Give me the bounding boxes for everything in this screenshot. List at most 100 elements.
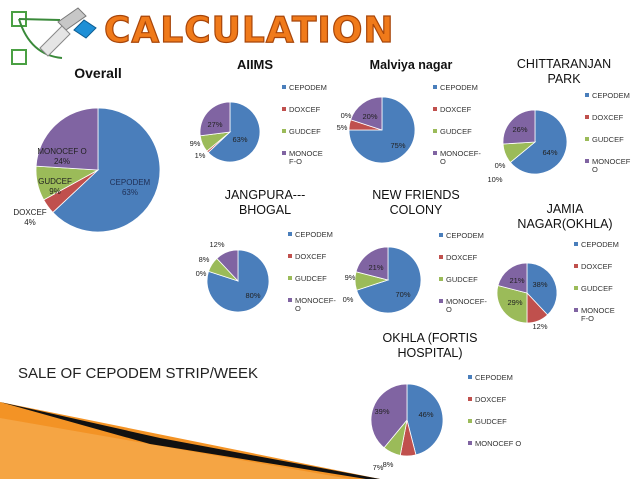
legend-swatch — [574, 264, 578, 268]
pie-chart-malviya: Malviya nagar 75% 5% 0% 20% CEPODEM DOXCEF GUDC… — [337, 58, 482, 166]
legend-entry: CEPODEM — [592, 91, 630, 100]
data-label: 9% — [190, 139, 201, 148]
chart-legend: CEPODEM DOXCEF GUDCEF MONOCEF O — [585, 91, 631, 174]
legend-swatch — [433, 107, 437, 111]
data-label: 46% — [418, 410, 433, 419]
legend-swatch — [433, 129, 437, 133]
data-label: 5% — [337, 123, 348, 132]
chart-title: NEW FRIENDS COLONY — [372, 188, 460, 217]
legend-entry: GUDCEF — [440, 127, 472, 136]
pie-slice-monocef-o — [370, 383, 408, 449]
pie-slice-monocef-o — [355, 246, 389, 281]
legend-entry: GUDCEF — [446, 275, 478, 284]
legend-entry: DOXCEF — [475, 395, 507, 404]
legend-swatch — [468, 419, 472, 423]
legend-swatch — [433, 151, 437, 155]
legend-entry: DOXCEF — [592, 113, 624, 122]
legend-swatch — [468, 397, 472, 401]
legend-entry: MONOCEF-O — [295, 296, 336, 313]
chart-title: JANGPURA---BHOGAL — [225, 188, 306, 217]
chart-title: Overall — [74, 65, 121, 81]
data-label: 38% — [532, 280, 547, 289]
legend-entry: GUDCEF — [592, 135, 624, 144]
data-label: CEPODEM 63% — [110, 178, 151, 197]
legend-swatch — [433, 85, 437, 89]
legend-entry: CEPODEM — [289, 83, 327, 92]
legend-entry: GUDCEF — [581, 284, 613, 293]
data-label: 0% — [341, 111, 352, 120]
legend-entry: DOXCEF — [440, 105, 472, 114]
data-label: 7% — [373, 463, 384, 472]
data-label: GUDCEF 9% — [38, 177, 72, 196]
chart-legend: CEPODEM DOXCEF GUDCEF MONOCEF-O — [288, 230, 336, 313]
legend-entry: DOXCEF — [446, 253, 478, 262]
data-label: 75% — [390, 141, 405, 150]
data-label: 21% — [509, 276, 524, 285]
legend-swatch — [574, 242, 578, 246]
legend-entry: GUDCEF — [475, 417, 507, 426]
legend-entry: MONOCEF O — [475, 439, 521, 448]
legend-swatch — [282, 85, 286, 89]
chart-legend: CEPODEM DOXCEF GUDCEF MONOCEF-O — [433, 83, 481, 166]
legend-swatch — [439, 299, 443, 303]
legend-entry: DOXCEF — [289, 105, 321, 114]
legend-entry: MONOCEF-O — [440, 149, 481, 166]
legend-swatch — [439, 277, 443, 281]
pie-chart-jamia: JAMIA NAGAR(OKHLA) 38% 12% 29% 21% CEPODEM DOXC… — [496, 202, 619, 331]
pie-slice-monocef-o — [350, 96, 383, 131]
legend-entry: CEPODEM — [446, 231, 484, 240]
pie-slice-cepodem — [52, 107, 161, 233]
legend-swatch — [288, 232, 292, 236]
slide-title: CALCULATION — [104, 10, 395, 51]
pie-slice-cepodem — [526, 262, 558, 316]
data-label: 8% — [199, 255, 210, 264]
legend-entry: CEPODEM — [475, 373, 513, 382]
legend-swatch — [585, 115, 589, 119]
legend-swatch — [585, 93, 589, 97]
pie-chart-aiims: AIIMS 63% 1% 9% 27% CEPODEM DOXCEF GUDCEF MONOCE… — [190, 57, 327, 166]
pie-slice-cepodem — [206, 249, 270, 313]
data-label: 0% — [196, 269, 207, 278]
data-label: 0% — [495, 161, 506, 170]
legend-swatch — [585, 159, 589, 163]
legend-swatch — [282, 129, 286, 133]
legend-entry: MONOCEF O — [592, 157, 631, 174]
pie-chart-jangpura: JANGPURA---BHOGAL 80% 0% 8% 12% CEPODEM DOXCEF… — [196, 188, 337, 313]
data-label: 9% — [345, 273, 356, 282]
chart-title: AIIMS — [237, 57, 273, 72]
legend-swatch — [288, 298, 292, 302]
data-label: 10% — [487, 175, 502, 184]
chart-legend: CEPODEM DOXCEF GUDCEF MONOCEF-O — [439, 231, 487, 314]
data-label: 80% — [245, 291, 260, 300]
pie-slice-cepodem — [406, 383, 444, 456]
data-label: 1% — [195, 151, 206, 160]
legend-swatch — [288, 254, 292, 258]
legend-swatch — [468, 375, 472, 379]
pie-chart-newfriends: NEW FRIENDS COLONY 70% 0% 9% 21% CEPODEM DOXCEF… — [343, 188, 488, 314]
legend-entry: GUDCEF — [289, 127, 321, 136]
footer-text: SALE OF CEPODEM STRIP/WEEK — [18, 365, 258, 382]
data-label: DOXCEF 4% — [13, 208, 46, 227]
data-label: 20% — [362, 112, 377, 121]
legend-entry: DOXCEF — [295, 252, 327, 261]
pie-chart-okhla: OKHLA (FORTIS HOSPITAL) 46% 7% 8% 39% CEPODEM D… — [370, 331, 521, 472]
legend-swatch — [282, 151, 286, 155]
data-label: 12% — [209, 240, 224, 249]
legend-swatch — [282, 107, 286, 111]
chart-title: CHITTARANJAN PARK — [517, 57, 611, 86]
compass-icon — [11, 7, 97, 65]
data-label: 64% — [542, 148, 557, 157]
data-label: 29% — [507, 298, 522, 307]
legend-swatch — [439, 233, 443, 237]
legend-swatch — [288, 276, 292, 280]
pie-slice-monocef-o — [216, 249, 239, 283]
data-label: 27% — [207, 120, 222, 129]
chart-title: OKHLA (FORTIS HOSPITAL) — [383, 331, 478, 360]
pie-slice-monocef-o — [502, 109, 536, 145]
legend-entry: GUDCEF — [295, 274, 327, 283]
decorative-swoosh — [0, 402, 380, 479]
chart-title: JAMIA NAGAR(OKHLA) — [517, 202, 612, 231]
